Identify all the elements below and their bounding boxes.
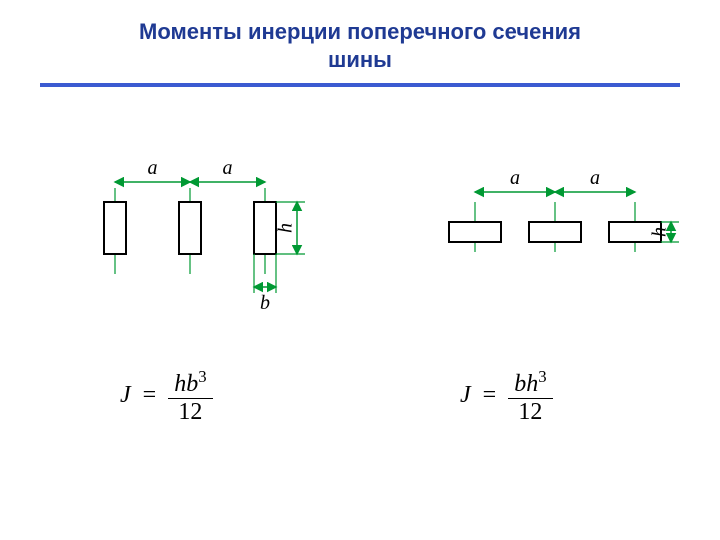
- bh: bh: [514, 371, 538, 397]
- right-diagram: a a h: [390, 152, 690, 292]
- denominator: 12: [168, 398, 212, 426]
- title-line-1: Моменты инерции поперечного сечения: [139, 19, 581, 44]
- svg-text:a: a: [510, 167, 520, 189]
- svg-text:a: a: [223, 157, 233, 179]
- fraction: hb3 12: [168, 367, 212, 426]
- title-line-2: шины: [328, 47, 392, 72]
- left-diagram-svg: a a h b: [50, 142, 320, 327]
- exp3: 3: [538, 367, 546, 386]
- J: J: [120, 382, 131, 408]
- exp3: 3: [198, 367, 206, 386]
- fraction: bh3 12: [508, 367, 552, 426]
- numerator: hb3: [168, 367, 212, 398]
- numerator: bh3: [508, 367, 552, 398]
- title-underline: [40, 83, 680, 87]
- equals: =: [137, 382, 163, 408]
- right-diagram-svg: a a h: [390, 152, 690, 292]
- svg-text:a: a: [590, 167, 600, 189]
- equals: =: [477, 382, 503, 408]
- svg-text:h: h: [649, 227, 671, 237]
- hb: hb: [174, 371, 198, 397]
- right-formula: J = bh3 12: [460, 367, 553, 426]
- left-diagram: a a h b: [50, 142, 320, 327]
- svg-text:b: b: [260, 292, 270, 314]
- denominator: 12: [508, 398, 552, 426]
- page-title: Моменты инерции поперечного сечения шины: [0, 0, 720, 73]
- svg-text:h: h: [275, 223, 297, 233]
- J: J: [460, 382, 471, 408]
- left-formula: J = hb3 12: [120, 367, 213, 426]
- svg-text:a: a: [148, 157, 158, 179]
